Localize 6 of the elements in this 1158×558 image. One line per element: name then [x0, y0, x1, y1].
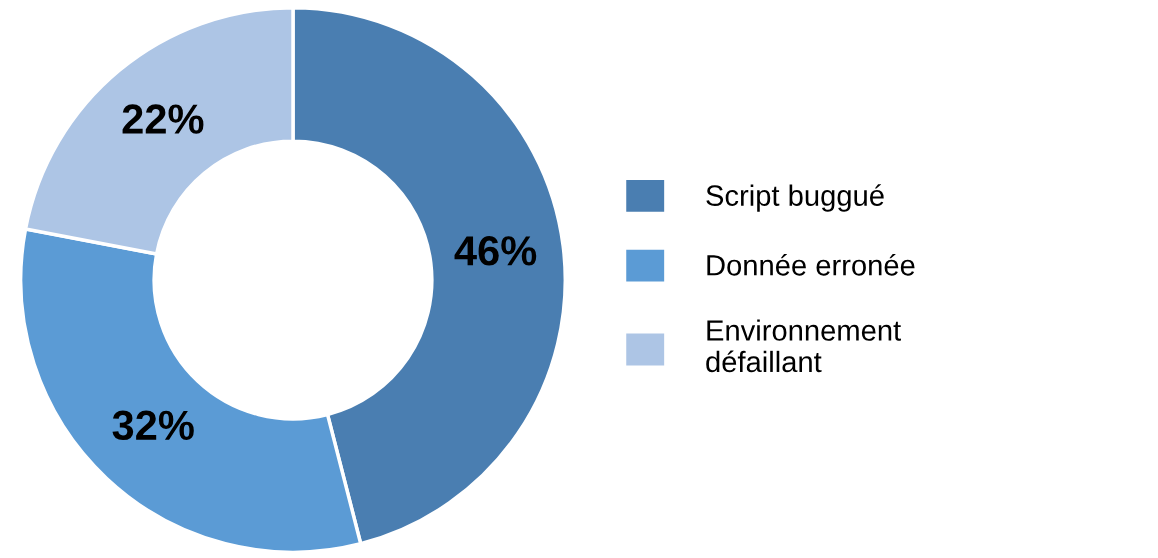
data-label: 22%	[122, 104, 204, 134]
data-label: 46%	[454, 236, 537, 266]
legend-label: Donnée erronée	[707, 253, 915, 276]
data-label: 32%	[112, 410, 194, 441]
legend-label: Script buggué	[706, 184, 884, 212]
legend-label: Environnement défaillant	[706, 319, 901, 373]
